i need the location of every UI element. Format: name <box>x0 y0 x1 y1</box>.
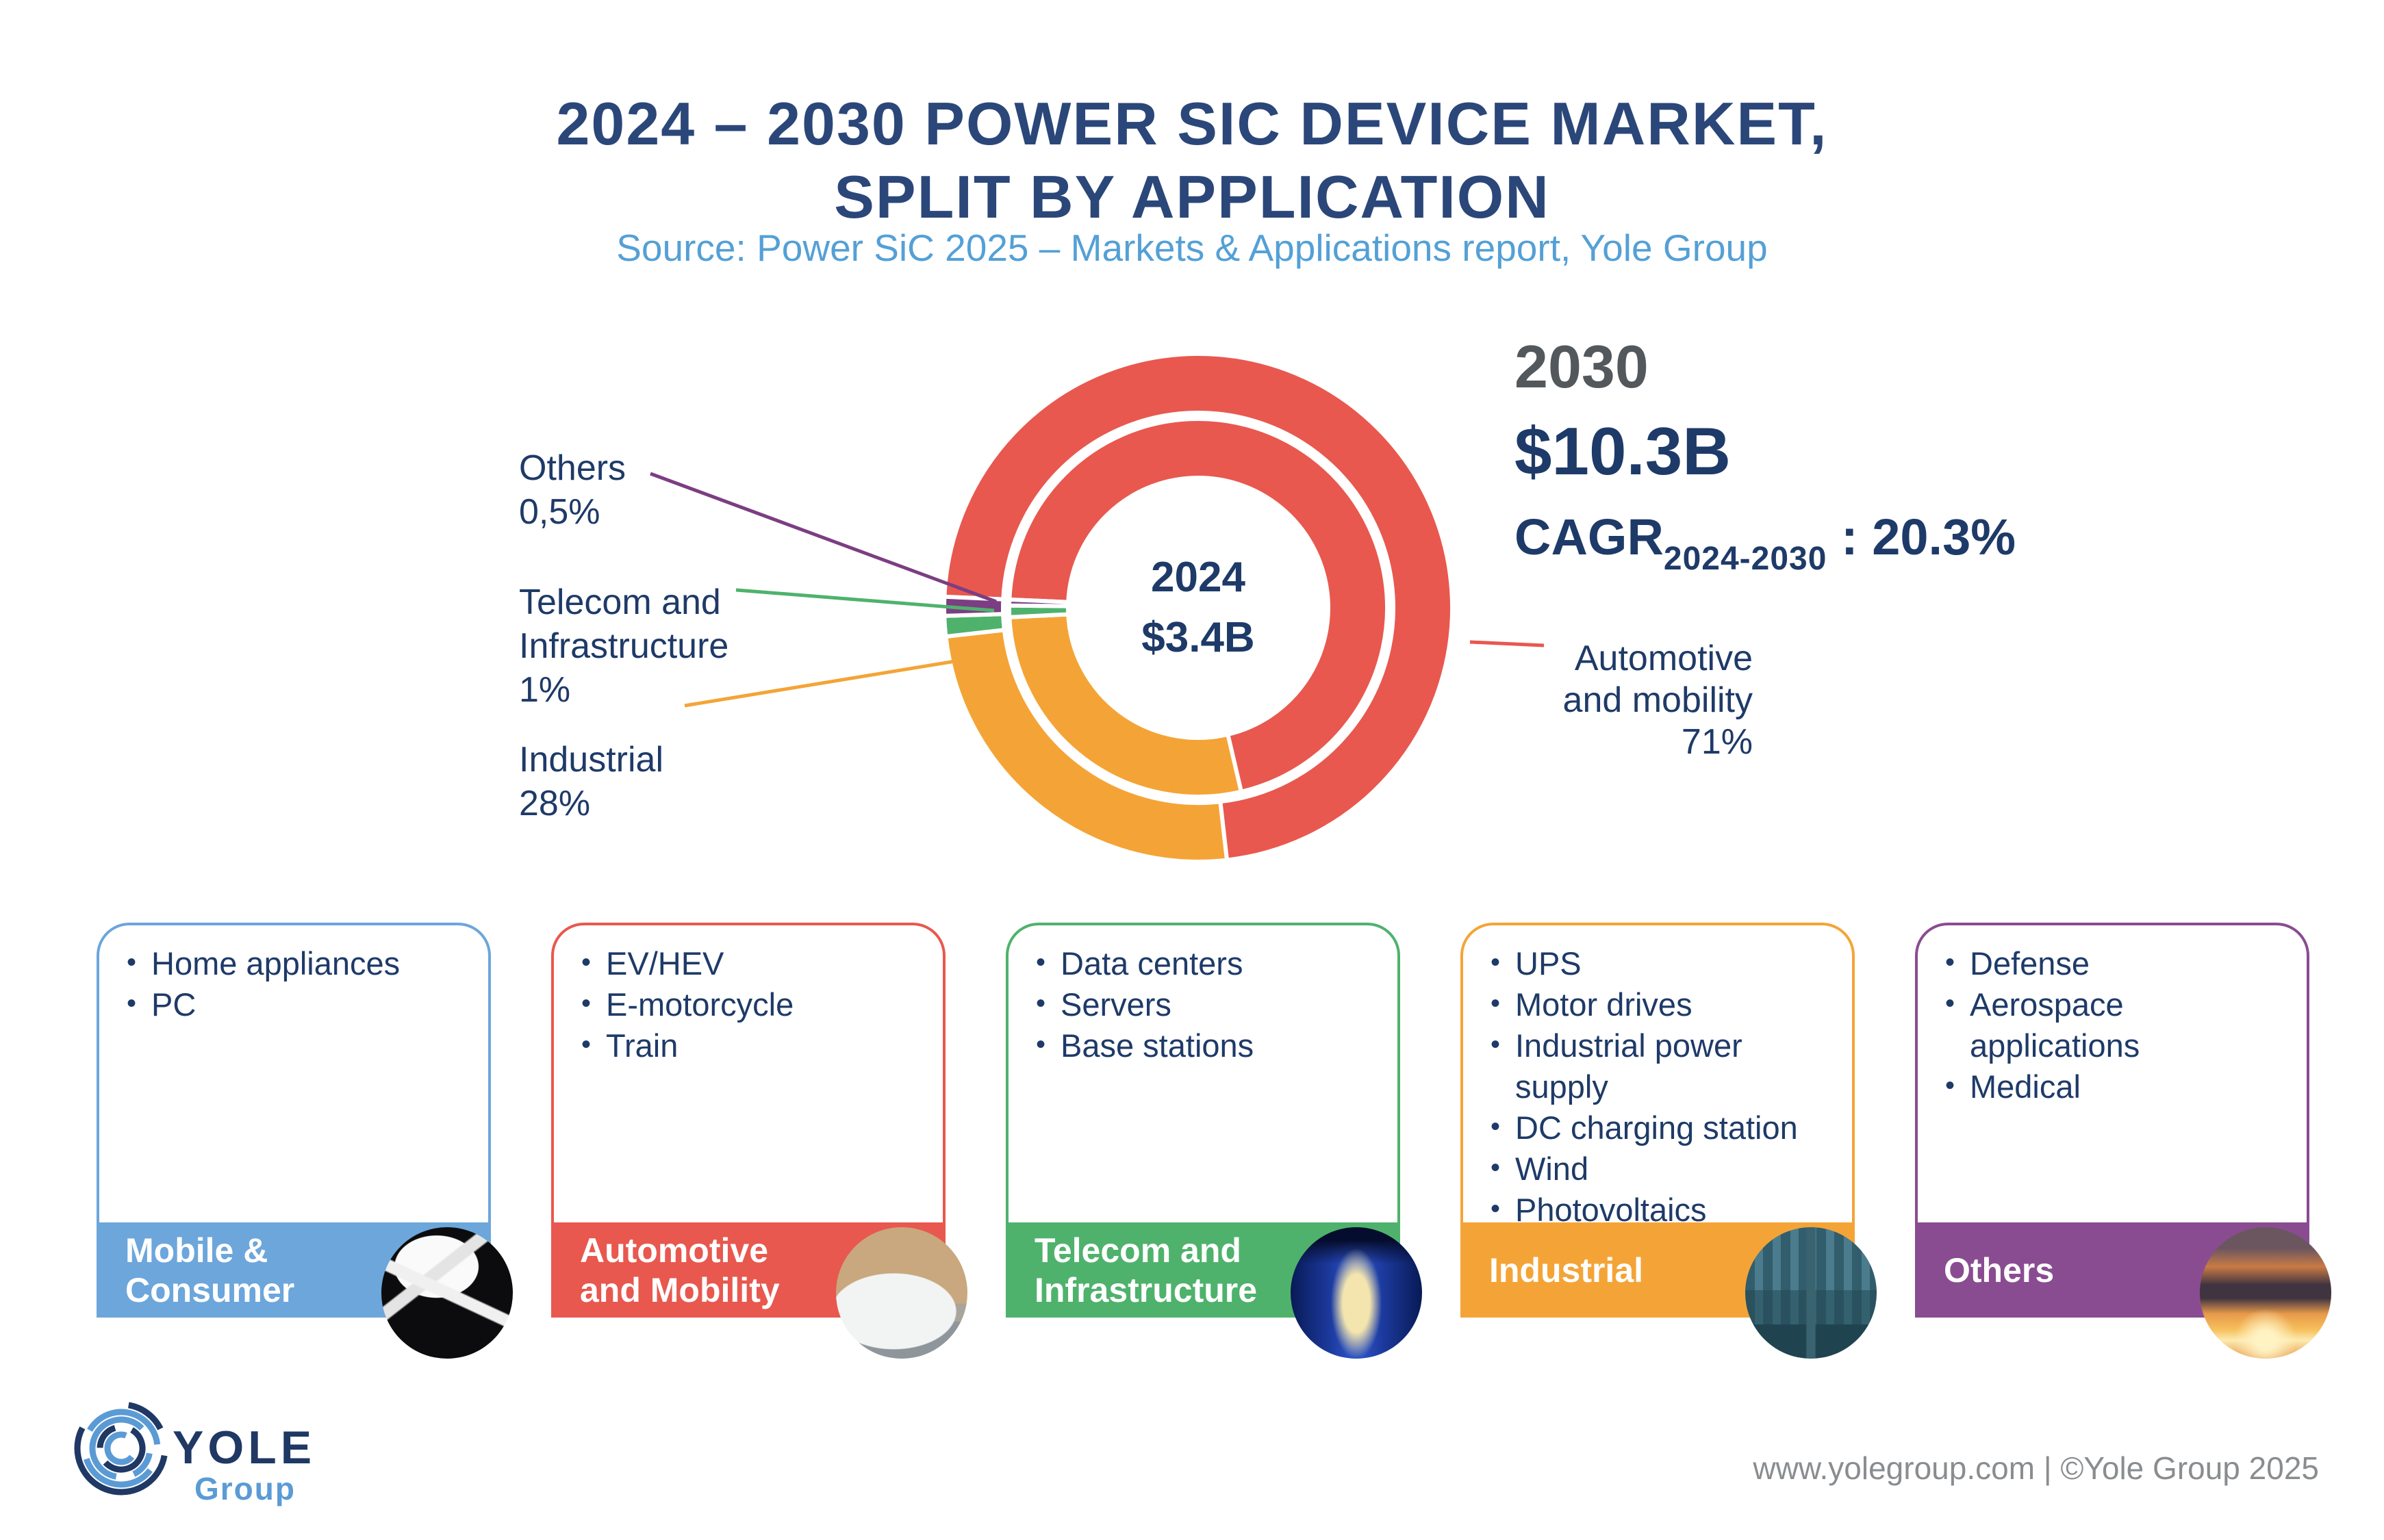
card-list-item: Medical <box>1944 1065 2293 1107</box>
card-telecom-infrastructure-list: Data centersServersBase stations <box>1006 923 1400 1222</box>
card-list-item: PC <box>125 983 474 1025</box>
automotive-leader-line <box>1469 640 1545 647</box>
card-mobile-consumer-list: Home appliancesPC <box>97 923 491 1222</box>
donut-inner-industrial <box>1007 612 1244 799</box>
callout-telecom: Telecom and Infrastructure 1% <box>519 582 729 710</box>
card-automotive-mobility: EV/HEVE-motorcycleTrain Automotive and M… <box>551 923 946 1318</box>
industrial-leader-line <box>684 654 989 708</box>
donut-outer-automotive-and-mobility <box>942 352 1455 862</box>
stats-2030: 2030 $10.3B CAGR2024-2030 : 20.3% <box>1514 333 2016 576</box>
callout-automotive: Automotive and mobility 71% <box>1562 639 1753 762</box>
card-industrial-title: Industrial <box>1489 1250 1644 1289</box>
stats-year: 2030 <box>1514 333 1649 400</box>
card-others: DefenseAerospace applicationsMedical Oth… <box>1915 923 2309 1318</box>
donut-outer-industrial <box>943 627 1230 864</box>
card-list-item: Industrial power supply <box>1489 1024 1838 1107</box>
data-center-photo <box>1291 1227 1422 1359</box>
card-list-item: Wind <box>1489 1147 1838 1190</box>
stats-value: $10.3B <box>1514 413 1732 489</box>
card-mobile-consumer-title: Mobile & Consumer <box>125 1231 295 1309</box>
card-others-title: Others <box>1944 1250 2055 1289</box>
others-leader-line <box>650 472 997 604</box>
industrial-plant-photo <box>1745 1227 1877 1359</box>
card-list-item: Servers <box>1035 983 1384 1025</box>
card-list-item: Motor drives <box>1489 983 1838 1025</box>
center-year: 2024 <box>1151 554 1245 601</box>
page-title: 2024 – 2030 POWER SIC DEVICE MARKET, SPL… <box>556 89 1828 231</box>
card-others-list: DefenseAerospace applicationsMedical <box>1915 923 2309 1222</box>
callout-others: Others 0,5% <box>519 448 626 532</box>
donut-inner-others <box>1006 597 1071 608</box>
yole-logo-icon: YOLE Group <box>74 1401 316 1506</box>
card-automotive-mobility-list: EV/HEVE-motorcycleTrain <box>551 923 946 1222</box>
donut-center-label: 2024 $3.4B <box>993 548 1404 668</box>
card-list-item: Photovoltaics <box>1489 1188 1838 1231</box>
footer-credit: www.yolegroup.com | ©Yole Group 2025 <box>1753 1450 2319 1486</box>
card-list-item: Data centers <box>1035 942 1384 984</box>
card-industrial-list: UPSMotor drivesIndustrial power supplyDC… <box>1460 923 1855 1229</box>
cagr-value: 20.3% <box>1872 509 2016 565</box>
card-telecom-infrastructure-title: Telecom and Infrastructure <box>1035 1231 1258 1309</box>
card-automotive-mobility-title: Automotive and Mobility <box>580 1231 780 1309</box>
cagr-separator: : <box>1827 509 1873 565</box>
ev-charging-photo <box>836 1227 967 1359</box>
cagr-subscript: 2024-2030 <box>1663 540 1827 577</box>
card-mobile-consumer: Home appliancesPC Mobile & Consumer <box>97 923 491 1318</box>
card-list-item: Defense <box>1944 942 2293 984</box>
card-list-item: DC charging station <box>1489 1106 1838 1148</box>
card-list-item: Home appliances <box>125 942 474 984</box>
donut-inner-automotive-and-mobility <box>1007 417 1390 795</box>
donut-rings <box>942 352 1455 864</box>
yole-group-logo: YOLE Group <box>63 1388 351 1515</box>
fighter-jets-photo <box>2200 1227 2331 1359</box>
card-industrial: UPSMotor drivesIndustrial power supplyDC… <box>1460 923 1855 1318</box>
card-list-item: EV/HEV <box>580 942 929 984</box>
logo-sub-text: Group <box>194 1471 296 1506</box>
card-list-item: UPS <box>1489 942 1838 984</box>
stats-cagr: CAGR2024-2030 : 20.3% <box>1514 509 2016 576</box>
card-list-item: Base stations <box>1035 1024 1384 1066</box>
card-list-item: Train <box>580 1024 929 1066</box>
card-list-item: E-motorcycle <box>580 983 929 1025</box>
card-list-item: Aerospace applications <box>1944 983 2293 1066</box>
source-subtitle: Source: Power SiC 2025 – Markets & Appli… <box>616 227 1768 269</box>
logo-main-text: YOLE <box>173 1422 316 1474</box>
center-value: $3.4B <box>1141 614 1255 662</box>
cagr-label: CAGR <box>1514 509 1664 565</box>
telecom-leader-line <box>735 588 995 613</box>
phone-charger-photo <box>381 1227 513 1359</box>
callout-industrial: Industrial 28% <box>519 740 663 823</box>
